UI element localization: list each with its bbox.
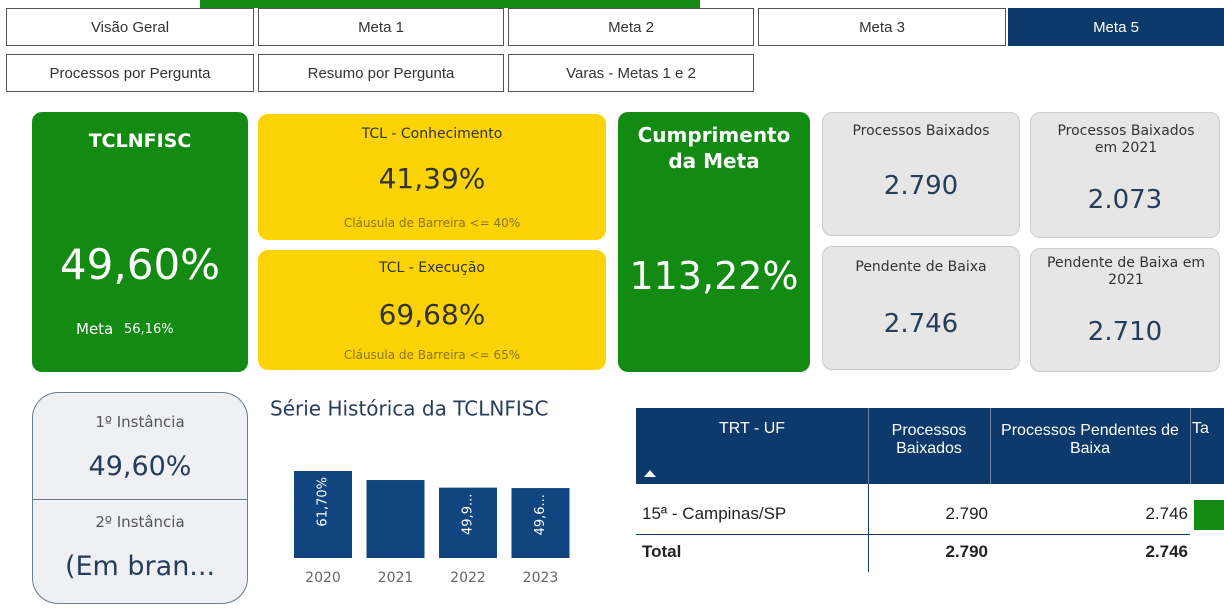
column-header[interactable]: Processos Pendentes de Baixa xyxy=(1001,422,1179,457)
chart: Série Histórica da TCLNFISC 61,70% 2020 20… xyxy=(270,397,570,586)
card-title: Processos Baixados xyxy=(852,123,990,139)
divider xyxy=(33,499,247,500)
tab[interactable]: Meta 2 xyxy=(508,8,754,46)
total-cell: Total xyxy=(642,542,682,561)
cell: 2.746 xyxy=(1145,504,1188,523)
bar xyxy=(439,487,497,558)
column-header[interactable]: Ta xyxy=(1192,420,1209,437)
data-label: 49,9... xyxy=(461,494,476,535)
meta-value: 56,16% xyxy=(124,322,174,337)
card-value: 49,60% xyxy=(59,240,221,289)
tclnfisc-card: TCLNFISC 49,60% Meta 56,16% xyxy=(32,112,248,372)
cell: 2.790 xyxy=(945,504,988,523)
tcl-conhecimento-card: TCL - Conhecimento 41,39% Cláusula de Ba… xyxy=(258,114,606,240)
col-divider xyxy=(1190,408,1191,484)
card-note: Cláusula de Barreira <= 65% xyxy=(343,348,521,362)
table: TRT - UF Processos Baixados Processos Pe… xyxy=(636,408,1224,588)
x-tick-label: 2022 xyxy=(450,570,486,586)
total-cell: 2.746 xyxy=(1145,542,1188,561)
tab-active[interactable]: Meta 5 xyxy=(1008,8,1224,46)
card-value: 69,68% xyxy=(378,298,486,331)
card-title: Processos Baixados em 2021 xyxy=(1057,123,1195,156)
bar xyxy=(366,480,425,558)
title-strip xyxy=(200,0,700,8)
instance-value: (Em bran... xyxy=(64,551,216,582)
total-cell: 2.790 xyxy=(945,542,988,561)
chart-title: Série Histórica da TCLNFISC xyxy=(270,397,548,421)
data-label: 49,6... xyxy=(533,494,548,535)
card-title: Pendente de Baixa xyxy=(855,259,987,275)
card-value: 41,39% xyxy=(378,162,486,195)
instance-title: 1º Instância xyxy=(95,413,185,431)
subtab[interactable]: Processos por Pergunta xyxy=(6,54,254,92)
row-divider xyxy=(636,534,1190,535)
cumprimento-card: Cumprimento da Meta 113,22% xyxy=(618,112,810,372)
tab[interactable]: Visão Geral xyxy=(6,8,254,46)
bar xyxy=(294,471,352,558)
kpi-card: Processos Baixados 2.790 xyxy=(822,112,1020,236)
table-header xyxy=(636,408,1224,484)
tab[interactable]: Meta 3 xyxy=(758,8,1006,46)
card-value: 2.746 xyxy=(883,309,959,339)
instance-box: 1º Instância 49,60% 2º Instância (Em bra… xyxy=(32,392,248,604)
card-value: 2.710 xyxy=(1087,317,1163,347)
card-title: TCLNFISC xyxy=(88,130,192,152)
kpi-card: Pendente de Baixa em 2021 2.710 xyxy=(1030,248,1220,372)
card-value: 113,22% xyxy=(629,254,799,298)
kpi-card: Pendente de Baixa 2.746 xyxy=(822,246,1020,370)
tab[interactable]: Meta 1 xyxy=(258,8,504,46)
meta-label: Meta xyxy=(76,320,114,338)
card-title: TCL - Conhecimento xyxy=(361,126,503,142)
col-divider xyxy=(990,408,991,484)
x-tick-label: 2021 xyxy=(378,570,414,586)
col-divider xyxy=(868,484,869,572)
card-title: Pendente de Baixa em 2021 xyxy=(1047,255,1205,288)
instance-value: 49,60% xyxy=(88,451,192,482)
cell: 15ª - Campinas/SP xyxy=(642,504,787,523)
status-cell xyxy=(1194,500,1224,530)
card-title: TCL - Execução xyxy=(379,260,485,276)
column-header[interactable]: TRT - UF xyxy=(718,420,786,437)
data-label: 61,70% xyxy=(316,477,331,527)
instance-title: 2º Instância xyxy=(95,513,185,531)
card-note: Cláusula de Barreira <= 40% xyxy=(343,216,521,230)
sort-icon xyxy=(644,470,656,477)
subtab[interactable]: Varas - Metas 1 e 2 xyxy=(508,54,754,92)
card-title: Cumprimento da Meta xyxy=(637,123,791,173)
card-value: 2.790 xyxy=(883,171,959,201)
bar xyxy=(511,488,570,558)
x-tick-label: 2020 xyxy=(305,570,341,586)
subtab[interactable]: Resumo por Pergunta xyxy=(258,54,504,92)
kpi-card: Processos Baixados em 2021 2.073 xyxy=(1030,112,1220,238)
col-divider xyxy=(868,408,869,484)
x-tick-label: 2023 xyxy=(523,570,559,586)
column-header[interactable]: Processos Baixados xyxy=(891,422,967,457)
tcl-execucao-card: TCL - Execução 69,68% Cláusula de Barrei… xyxy=(258,250,606,370)
card-value: 2.073 xyxy=(1087,185,1163,215)
